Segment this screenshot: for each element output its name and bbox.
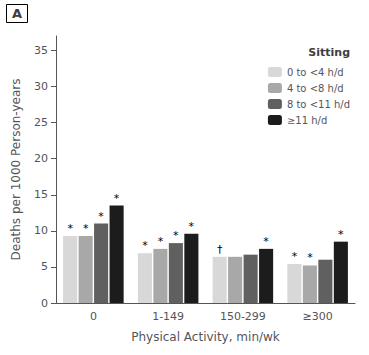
svg-text:*: * xyxy=(189,220,195,233)
svg-text:0: 0 xyxy=(90,310,97,323)
svg-text:35: 35 xyxy=(34,44,48,57)
svg-text:*: * xyxy=(338,228,344,241)
svg-text:150-299: 150-299 xyxy=(220,310,266,323)
svg-text:*: * xyxy=(142,239,148,252)
svg-text:Sitting: Sitting xyxy=(308,46,350,59)
svg-text:1-149: 1-149 xyxy=(152,310,184,323)
svg-text:4 to <8 h/d: 4 to <8 h/d xyxy=(287,83,344,94)
svg-text:*: * xyxy=(307,251,313,264)
svg-text:*: * xyxy=(67,222,73,235)
svg-text:A: A xyxy=(12,6,22,21)
svg-text:15: 15 xyxy=(34,188,48,201)
svg-text:30: 30 xyxy=(34,80,48,93)
svg-text:*: * xyxy=(83,222,89,235)
svg-text:0: 0 xyxy=(41,297,48,310)
svg-text:*: * xyxy=(158,235,164,248)
svg-text:5: 5 xyxy=(41,260,48,273)
svg-text:†: † xyxy=(217,243,223,256)
svg-text:*: * xyxy=(263,235,269,248)
svg-text:Deaths per 1000 Person-years: Deaths per 1000 Person-years xyxy=(9,79,23,261)
svg-text:*: * xyxy=(292,250,298,263)
svg-text:0 to <4 h/d: 0 to <4 h/d xyxy=(287,67,344,78)
svg-text:25: 25 xyxy=(34,116,48,129)
svg-text:10: 10 xyxy=(34,224,48,237)
svg-text:*: * xyxy=(98,210,104,223)
svg-text:*: * xyxy=(173,229,179,242)
svg-text:20: 20 xyxy=(34,152,48,165)
svg-text:≥11 h/d: ≥11 h/d xyxy=(287,115,327,126)
svg-text:≥300: ≥300 xyxy=(303,310,333,323)
svg-text:Physical Activity, min/wk: Physical Activity, min/wk xyxy=(131,330,280,344)
svg-text:*: * xyxy=(114,192,120,205)
svg-text:8 to <11 h/d: 8 to <11 h/d xyxy=(287,99,350,110)
